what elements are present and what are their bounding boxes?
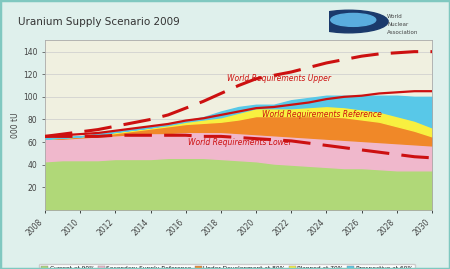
Text: Nuclear: Nuclear <box>387 22 408 27</box>
Text: World: World <box>387 14 403 19</box>
Legend: Current at 90%, Secondary Supply-Reference, Under Development at 80%, Planned at: Current at 90%, Secondary Supply-Referen… <box>39 264 415 269</box>
Circle shape <box>331 13 376 26</box>
Text: World Requirements Reference: World Requirements Reference <box>262 109 382 119</box>
Circle shape <box>310 10 388 33</box>
Text: World Requirements Upper: World Requirements Upper <box>227 74 331 83</box>
Text: World Requirements Lower: World Requirements Lower <box>188 139 292 147</box>
Text: Association: Association <box>387 30 418 35</box>
Text: Uranium Supply Scenario 2009: Uranium Supply Scenario 2009 <box>18 17 180 27</box>
Y-axis label: 000 tU: 000 tU <box>11 112 20 138</box>
